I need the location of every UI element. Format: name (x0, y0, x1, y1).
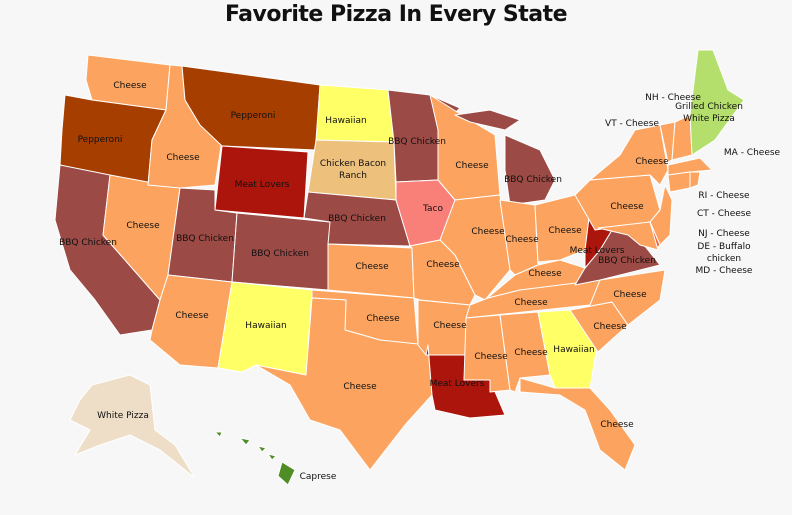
state-label-de: DE - Buffalo chicken (697, 242, 751, 264)
state-hi[interactable] (214, 431, 223, 438)
state-label-wi: Cheese (455, 161, 489, 171)
state-label-nv: Cheese (126, 221, 160, 231)
state-label-ut: BBQ Chicken (176, 234, 234, 244)
state-label-vt: VT - Cheese (605, 119, 659, 129)
state-nc[interactable] (569, 269, 666, 326)
state-label-md: MD - Cheese (696, 266, 753, 276)
state-label-mt: Pepperoni (231, 111, 276, 121)
state-ak[interactable] (69, 374, 196, 479)
state-fl[interactable] (519, 377, 636, 471)
state-label-mo: Cheese (426, 260, 460, 270)
state-label-la: Meat Lovers (430, 379, 485, 389)
state-label-oh: Cheese (548, 226, 582, 236)
state-label-mn: BBQ Chicken (388, 137, 446, 147)
state-hi[interactable] (257, 445, 267, 453)
state-label-ma: MA - Cheese (724, 148, 781, 158)
state-ma[interactable] (667, 157, 713, 176)
state-label-mi: BBQ Chicken (504, 175, 562, 185)
state-label-ne: BBQ Chicken (328, 214, 386, 224)
state-label-fl: Cheese (600, 420, 634, 430)
state-md[interactable] (597, 221, 659, 251)
state-label-ia: Taco (422, 204, 443, 214)
state-label-tn: Cheese (514, 298, 548, 308)
state-label-nm: Hawaiian (245, 321, 286, 331)
state-label-ga: Hawaiian (553, 345, 594, 355)
state-label-ct: CT - Cheese (697, 209, 752, 219)
state-sd[interactable] (307, 139, 397, 201)
state-mi[interactable] (504, 134, 556, 206)
state-label-tx: Cheese (343, 382, 377, 392)
state-me[interactable] (689, 49, 745, 156)
state-label-wa: Cheese (113, 81, 147, 91)
state-label-sc: Cheese (593, 322, 627, 332)
state-label-ak: White Pizza (97, 411, 149, 421)
state-nd[interactable] (315, 84, 395, 143)
state-label-ri: RI - Cheese (698, 191, 750, 201)
state-label-hi: Caprese (300, 472, 337, 482)
state-label-ar: Cheese (433, 321, 467, 331)
state-hi[interactable] (267, 453, 277, 461)
state-label-nj: NJ - Cheese (698, 229, 750, 239)
state-label-ok: Cheese (366, 314, 400, 324)
state-label-wy: Meat Lovers (235, 180, 290, 190)
state-label-pa: Cheese (610, 202, 644, 212)
state-mi[interactable] (454, 109, 521, 131)
state-label-il: Cheese (471, 227, 505, 237)
state-label-nh: NH - Cheese (645, 93, 701, 103)
state-label-ca: BBQ Chicken (59, 238, 117, 248)
state-label-az: Cheese (175, 311, 209, 321)
state-label-nd: Hawaiian (325, 116, 366, 126)
state-hi[interactable] (277, 461, 296, 486)
state-label-wv: Meat Lovers (570, 246, 625, 256)
state-tx[interactable] (255, 297, 433, 471)
state-ct[interactable] (667, 171, 691, 193)
state-label-ks: Cheese (355, 262, 389, 272)
state-label-al: Cheese (514, 348, 548, 358)
map-title: Favorite Pizza In Every State (224, 2, 568, 27)
state-label-sd: Chicken Bacon Ranch (320, 159, 386, 181)
state-ri[interactable] (689, 171, 701, 189)
state-label-in: Cheese (505, 235, 539, 245)
state-label-ms: Cheese (474, 352, 508, 362)
state-label-nc: Cheese (613, 290, 647, 300)
state-label-id: Cheese (166, 153, 200, 163)
state-hi[interactable] (239, 437, 251, 446)
state-label-ky: Cheese (528, 269, 562, 279)
state-label-co: BBQ Chicken (251, 249, 309, 259)
state-ny[interactable] (589, 124, 669, 186)
state-label-me: Grilled Chicken White Pizza (675, 102, 743, 124)
state-label-or: Pepperoni (78, 135, 123, 145)
state-label-ny: Cheese (635, 157, 669, 167)
state-label-va: BBQ Chicken (598, 256, 656, 266)
